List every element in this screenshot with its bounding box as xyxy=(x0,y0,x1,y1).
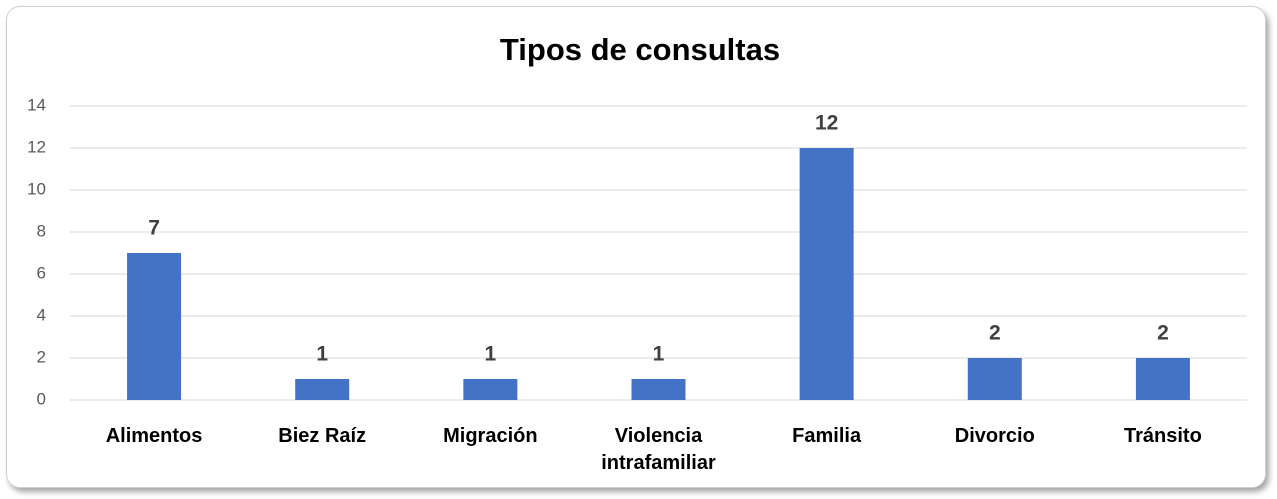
bar xyxy=(799,148,854,400)
y-tick-label: 8 xyxy=(37,221,46,240)
data-label: 2 xyxy=(1157,322,1169,345)
data-label: 1 xyxy=(316,343,328,366)
y-tick-label: 2 xyxy=(37,347,46,366)
x-tick-label: Violencia intrafamiliar xyxy=(601,425,716,474)
data-label: 7 xyxy=(148,217,160,240)
bar xyxy=(967,358,1022,400)
data-label: 2 xyxy=(989,322,1001,345)
bar xyxy=(295,379,350,400)
y-tick-label: 12 xyxy=(27,137,46,156)
y-tick-label: 6 xyxy=(37,263,46,282)
chart-frame xyxy=(6,6,1266,488)
data-label: 1 xyxy=(653,343,665,366)
y-tick-label: 10 xyxy=(27,179,46,198)
bar xyxy=(631,379,686,400)
data-label: 12 xyxy=(815,112,838,135)
chart-title: Tipos de consultas xyxy=(500,32,780,67)
x-tick-label: Familia xyxy=(792,425,862,447)
bar xyxy=(1135,358,1190,400)
data-label: 1 xyxy=(485,343,497,366)
x-tick-label: Biez Raíz xyxy=(278,425,367,447)
x-tick-label: Alimentos xyxy=(105,425,203,447)
bar xyxy=(463,379,518,400)
x-tick-label: Tránsito xyxy=(1124,425,1202,447)
y-tick-label: 4 xyxy=(37,305,46,324)
bar xyxy=(127,253,182,400)
y-tick-label: 0 xyxy=(37,389,46,408)
x-tick-label: Divorcio xyxy=(954,425,1035,447)
x-tick-label: Migración xyxy=(443,425,538,447)
y-tick-label: 14 xyxy=(27,95,46,114)
